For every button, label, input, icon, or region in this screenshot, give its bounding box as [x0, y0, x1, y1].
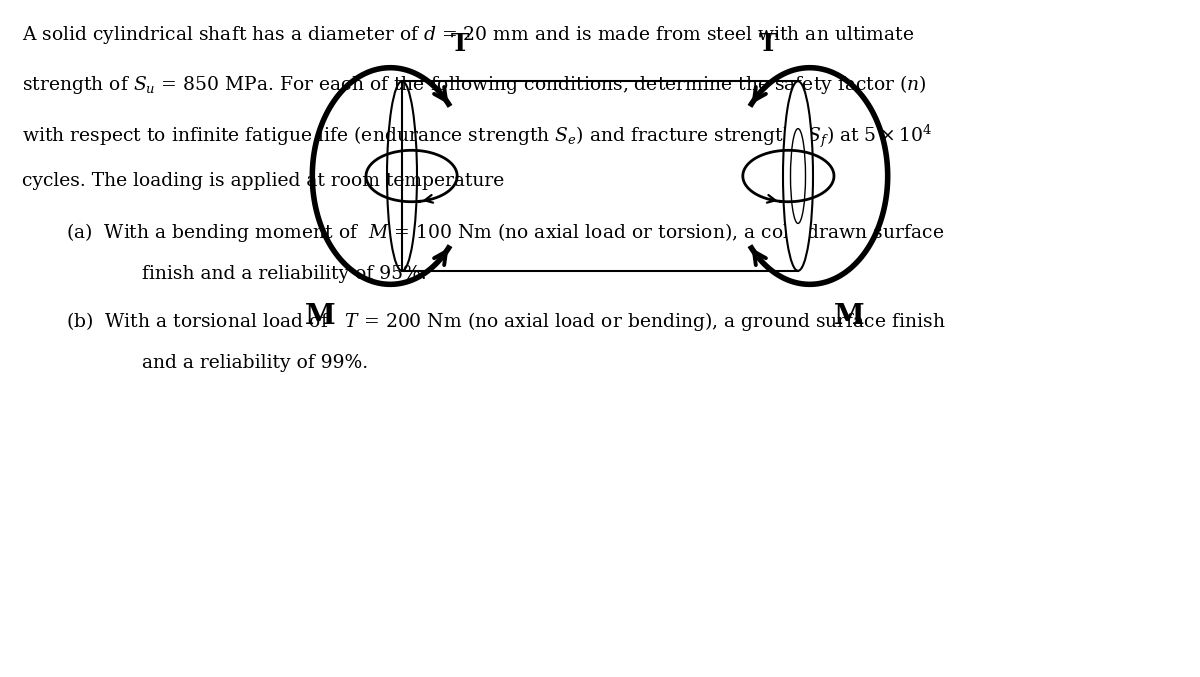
- Text: M: M: [305, 303, 336, 330]
- Text: M: M: [833, 303, 864, 330]
- Ellipse shape: [784, 81, 814, 271]
- Text: A solid cylindrical shaft has a diameter of $d$ = 20 mm and is made from steel w: A solid cylindrical shaft has a diameter…: [22, 24, 914, 45]
- Text: (a)  With a bending moment of  $M$ = 100 Nm (no axial load or torsion), a cold-d: (a) With a bending moment of $M$ = 100 N…: [66, 221, 944, 244]
- Text: with respect to infinite fatigue life (endurance strength $S_e$) and fracture st: with respect to infinite fatigue life (e…: [22, 123, 932, 150]
- Text: T: T: [450, 32, 469, 56]
- Text: (b)  With a torsional load of   $T$ = 200 Nm (no axial load or bending), a groun: (b) With a torsional load of $T$ = 200 N…: [66, 310, 946, 333]
- Text: finish and a reliability of 95%.: finish and a reliability of 95%.: [100, 265, 426, 283]
- Text: cycles. The loading is applied at room temperature: cycles. The loading is applied at room t…: [22, 172, 504, 190]
- Bar: [402, 81, 798, 271]
- Text: and a reliability of 99%.: and a reliability of 99%.: [100, 354, 367, 372]
- Text: T: T: [758, 32, 778, 56]
- Text: strength of $S_u$ = 850 MPa. For each of the following conditions, determine the: strength of $S_u$ = 850 MPa. For each of…: [22, 73, 926, 96]
